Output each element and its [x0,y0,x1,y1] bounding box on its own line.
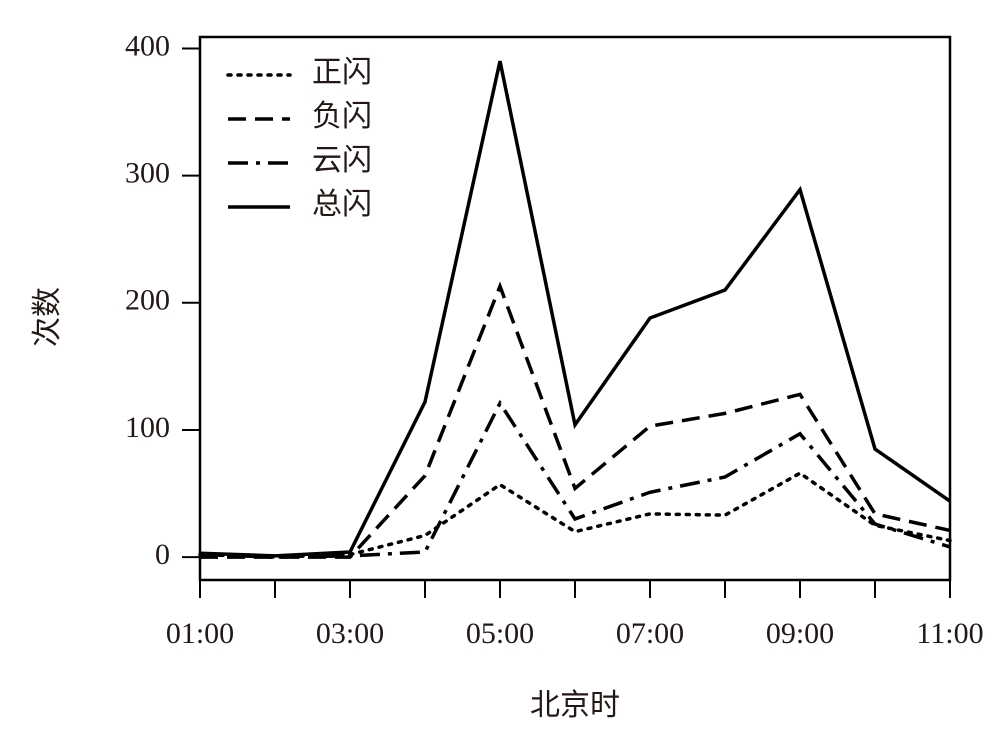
y-tick-label: 100 [125,411,170,444]
y-tick-label: 300 [125,157,170,190]
y-tick-label: 200 [125,284,170,317]
x-axis-label: 北京时 [530,689,620,722]
y-tick-label: 400 [125,29,170,62]
x-tick-label: 03:00 [316,617,384,650]
x-tick-label: 05:00 [466,617,534,650]
y-tick-label: 0 [155,538,170,571]
series-line [199,399,951,559]
x-tick-label: 09:00 [766,617,834,650]
x-tick-label: 11:00 [916,617,983,650]
legend-label: 负闪 [312,100,372,133]
legend-label: 总闪 [312,188,372,221]
legend-label: 云闪 [312,144,372,177]
legend-label: 正闪 [312,56,372,89]
x-tick-label: 01:00 [166,617,234,650]
series-line [199,60,951,558]
y-axis-label: 次数 [31,287,64,347]
x-tick-label: 07:00 [616,617,684,650]
